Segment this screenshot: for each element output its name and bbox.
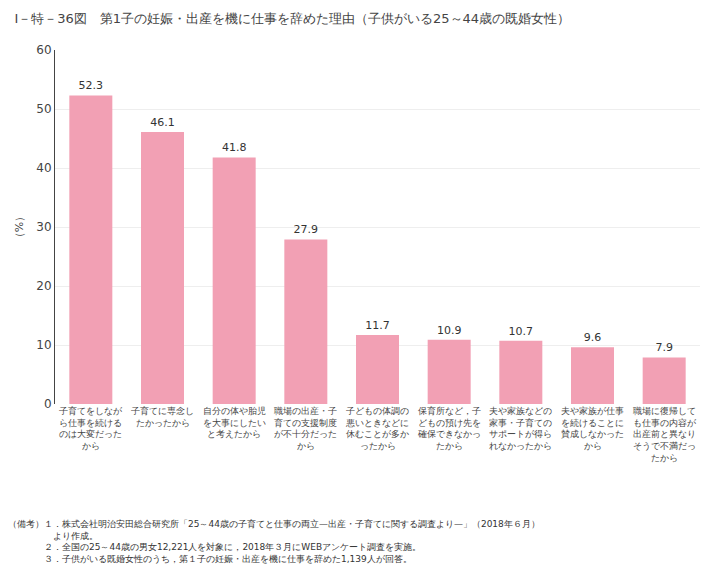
- svg-text:0: 0: [44, 397, 52, 411]
- svg-text:10.7: 10.7: [509, 325, 533, 338]
- svg-text:10: 10: [36, 338, 51, 352]
- svg-text:46.1: 46.1: [150, 116, 175, 129]
- svg-text:（備考）１．株式会社明治安田総合研究所「25～44歳の子育て: （備考）１．株式会社明治安田総合研究所「25～44歳の子育てと仕事の両立—出産・…: [8, 519, 540, 564]
- svg-text:30: 30: [36, 220, 51, 234]
- svg-text:子どもの体調の悪いときなどに休むことが多かったから: 子どもの体調の悪いときなどに休むことが多かったから: [345, 406, 409, 451]
- svg-text:（%）: （%）: [13, 211, 26, 243]
- svg-text:自分の体や胎児を大事にしたいと考えたから: 自分の体や胎児を大事にしたいと考えたから: [203, 406, 266, 439]
- svg-text:41.8: 41.8: [222, 141, 247, 154]
- svg-text:11.7: 11.7: [365, 319, 390, 332]
- svg-text:夫や家族が仕事を続けることに賛成しなかったから: 夫や家族が仕事を続けることに賛成しなかったから: [561, 406, 624, 451]
- svg-text:10.9: 10.9: [437, 324, 462, 337]
- svg-text:27.9: 27.9: [294, 223, 319, 236]
- svg-text:50: 50: [36, 102, 51, 116]
- svg-text:52.3: 52.3: [79, 79, 104, 92]
- svg-text:7.9: 7.9: [655, 341, 673, 354]
- svg-text:20: 20: [36, 279, 51, 293]
- svg-text:Ⅰ－特－36図 第1子の妊娠・出産を機に仕事を辞めた理由（子: Ⅰ－特－36図 第1子の妊娠・出産を機に仕事を辞めた理由（子供がいる25～44歳…: [14, 11, 570, 26]
- svg-text:40: 40: [36, 161, 51, 175]
- svg-text:60: 60: [36, 43, 51, 57]
- svg-text:子育てをしながら仕事を続けるのは大変だったから: 子育てをしながら仕事を続けるのは大変だったから: [59, 406, 123, 451]
- svg-text:子育てに専念したかったから: 子育てに専念したかったから: [131, 406, 194, 428]
- svg-text:職場の出産・子育ての支援制度が不十分だったから: 職場の出産・子育ての支援制度が不十分だったから: [274, 406, 337, 451]
- svg-text:職場に復帰しても仕事の内容が出産前と異なりそうで不満だったか: 職場に復帰しても仕事の内容が出産前と異なりそうで不満だったから: [633, 406, 697, 463]
- svg-text:夫や家族などの家事・子育てのサポートが得られなかったから: 夫や家族などの家事・子育てのサポートが得られなかったから: [489, 406, 552, 451]
- svg-text:保育所など，子どもの預け先を確保できなかったから: 保育所など，子どもの預け先を確保できなかったから: [417, 406, 481, 451]
- svg-text:9.6: 9.6: [584, 331, 602, 344]
